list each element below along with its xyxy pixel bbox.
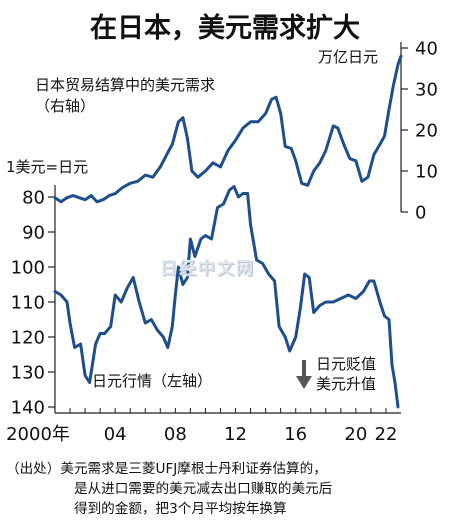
source-line-1: （出处）美元需求是三菱UFJ摩根士丹利证券估算的，: [6, 461, 327, 477]
x-tick-label: 2000年: [6, 424, 70, 445]
x-tick-label: 16: [284, 424, 307, 445]
left-tick-label: 130: [11, 363, 45, 384]
down-arrow-head-icon: [296, 376, 312, 389]
x-tick-label: 20: [344, 424, 367, 445]
dollar-demand-line: [53, 54, 403, 204]
yen-rate-series-label: 日元行情（左轴）: [92, 372, 212, 390]
right-axis-unit-label: 万亿日元: [318, 48, 378, 66]
series-layer: [53, 54, 403, 409]
left-tick-label: 110: [11, 293, 45, 314]
chart-title: 在日本，美元需求扩大: [90, 13, 360, 44]
left-axis-unit-label: 1美元=日元: [6, 158, 88, 176]
right-tick-label: 10: [415, 162, 438, 183]
source-note: （出处）美元需求是三菱UFJ摩根士丹利证券估算的， 是从进口需要的美元减去出口赚…: [6, 459, 332, 519]
source-line-2: 是从进口需要的美元减去出口赚取的美元后: [74, 481, 333, 497]
right-tick-label: 30: [415, 80, 438, 101]
right-tick-label: 0: [415, 203, 426, 224]
annotation-dollar-stronger: 美元升值: [316, 375, 376, 393]
dollar-demand-series-label: 日本贸易结算中的美元需求: [35, 76, 215, 94]
label-layer: 80 90 100 110 120 130 140 0 10 20 30 40 2000年 04 08 12 1…: [6, 39, 438, 446]
yen-rate-line: [53, 185, 400, 409]
source-line-3: 得到的金额，把3个月平均按年换算: [74, 501, 287, 517]
x-tick-label: 08: [164, 424, 187, 445]
right-tick-label: 40: [415, 39, 438, 60]
x-tick-label: 22: [375, 424, 398, 445]
axes: [48, 42, 408, 414]
annotation-yen-weaker: 日元贬值: [316, 355, 376, 373]
left-tick-label: 80: [22, 188, 45, 209]
right-tick-label: 20: [415, 121, 438, 142]
left-tick-label: 100: [11, 258, 45, 279]
left-tick-label: 120: [11, 328, 45, 349]
left-tick-label: 90: [22, 223, 45, 244]
watermark: 日经中文网: [160, 259, 255, 279]
left-tick-label: 140: [11, 398, 45, 419]
x-tick-label: 12: [224, 424, 247, 445]
dollar-demand-series-axis-note: （右轴）: [35, 97, 95, 115]
x-tick-label: 04: [104, 424, 127, 445]
